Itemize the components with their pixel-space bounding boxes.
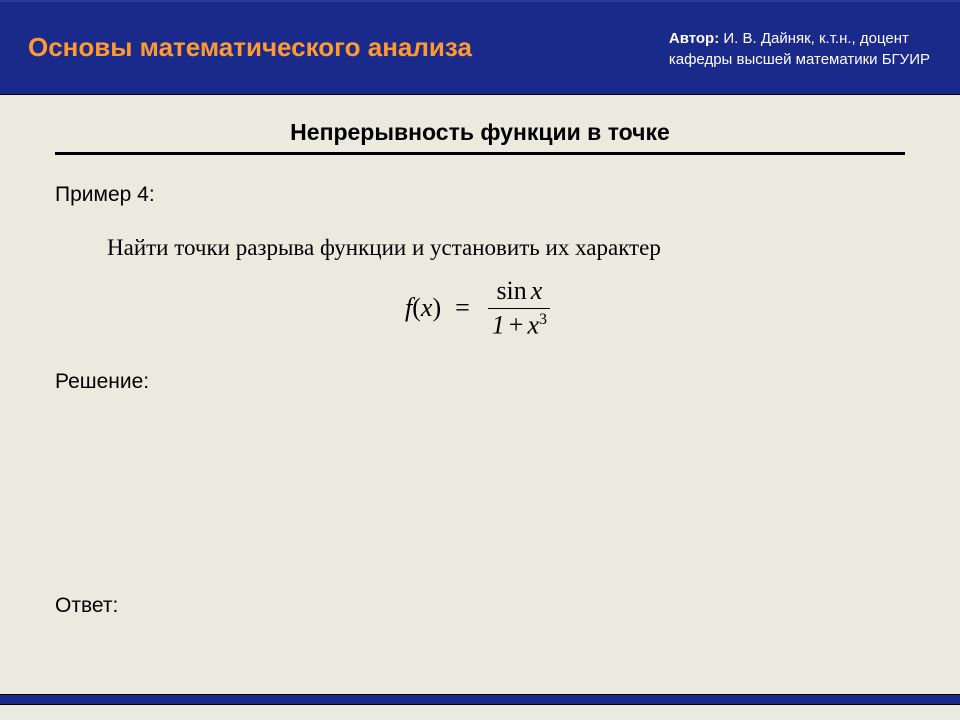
- solution-label: Решение:: [55, 370, 905, 394]
- formula-open-paren: (: [412, 293, 421, 322]
- formula-equals: =: [455, 293, 470, 323]
- header-band: Основы математического анализа Автор: И.…: [0, 0, 960, 95]
- formula-denom-plus: +: [509, 310, 524, 339]
- author-block: Автор: И. В. Дайняк, к.т.н., доцент кафе…: [669, 2, 960, 94]
- author-affiliation: кафедры высшей математики БГУИР: [669, 51, 930, 68]
- content-area: Непрерывность функции в точке Пример 4: …: [0, 95, 960, 618]
- author-name: И. В. Дайняк, к.т.н., доцент: [723, 30, 909, 47]
- formula-lhs-var: x: [421, 293, 433, 322]
- formula-numerator: sinx: [488, 275, 550, 309]
- formula-num-var: x: [531, 276, 543, 305]
- footer-band: [0, 694, 960, 705]
- separator-line: [55, 152, 905, 155]
- example-label: Пример 4:: [55, 183, 905, 207]
- formula-denom-exp: 3: [539, 311, 547, 328]
- formula-fraction: sinx 1+x3: [484, 275, 555, 342]
- formula-denom-one: 1: [492, 310, 505, 339]
- section-title: Непрерывность функции в точке: [55, 119, 905, 146]
- problem-text: Найти точки разрыва функции и установить…: [107, 235, 905, 261]
- formula-close-paren: ): [432, 293, 441, 322]
- formula-denom-var: x: [527, 310, 539, 339]
- formula: f(x) = sinx 1+x3: [55, 275, 905, 342]
- page-title: Основы математического анализа: [0, 2, 669, 94]
- formula-denominator: 1+x3: [484, 309, 555, 342]
- formula-sin: sin: [496, 276, 526, 305]
- answer-label: Ответ:: [55, 594, 905, 618]
- header-content: Основы математического анализа Автор: И.…: [0, 2, 960, 94]
- author-label: Автор:: [669, 30, 719, 47]
